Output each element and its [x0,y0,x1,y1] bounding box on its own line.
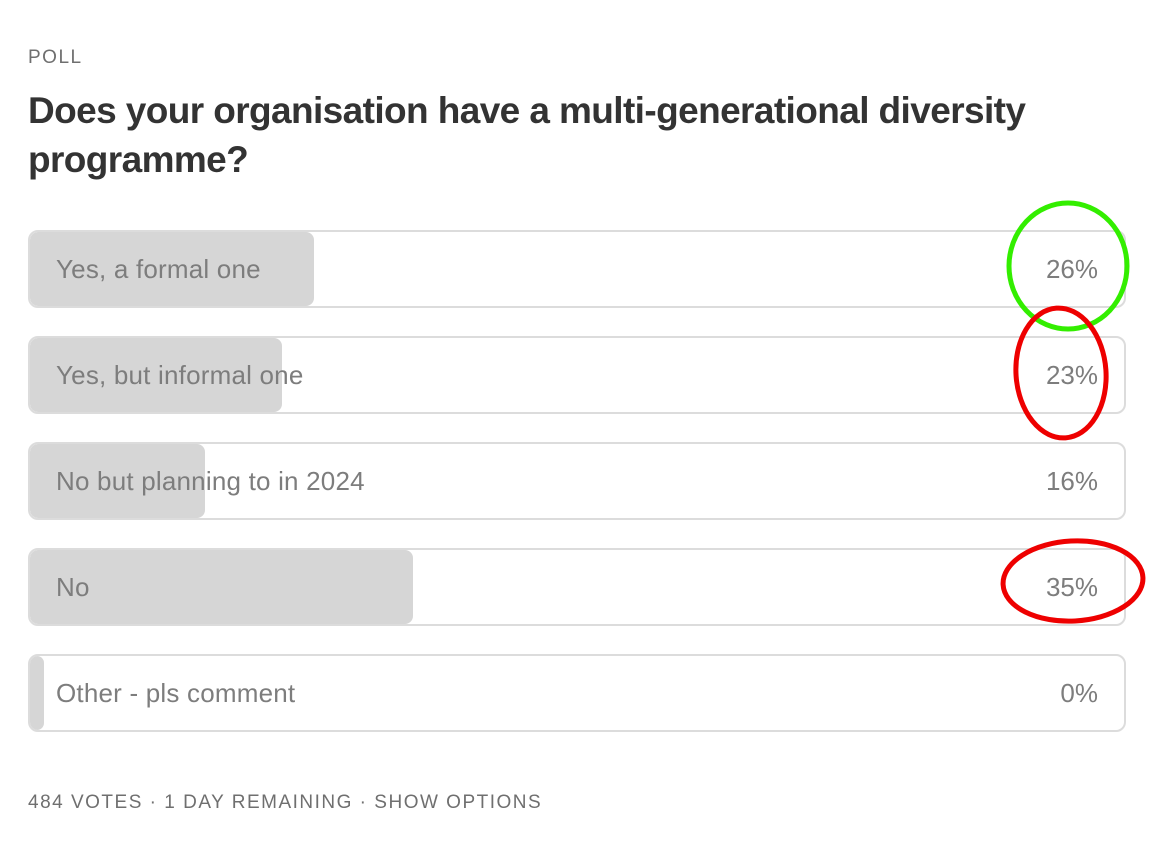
poll-label: POLL [28,47,83,68]
poll-option-bar [30,232,314,306]
vote-count: 484 VOTES [28,792,143,813]
poll-option-label: No but planning to in 2024 [56,466,365,496]
poll-option-bar [30,444,205,518]
poll-option-yes-informal[interactable]: Yes, but informal one 23% [28,336,1126,414]
poll-option-label: Yes, a formal one [56,254,261,284]
poll-option-percent: 35% [1045,572,1098,602]
poll-option-percent: 26% [1045,254,1098,284]
footer-separator: · [352,792,375,813]
footer-separator: · [142,792,165,813]
poll-option-percent: 16% [1045,466,1098,496]
poll-option-percent: 0% [1060,678,1098,708]
poll-option-bar [30,656,44,730]
time-remaining: 1 DAY REMAINING [164,792,353,813]
poll-options: Yes, a formal one 26% Yes, but informal … [28,230,1126,760]
poll-option-no[interactable]: No 35% [28,548,1126,626]
poll-option-label: No [56,572,90,602]
poll-option-bar [30,338,282,412]
poll-question: Does your organisation have a multi-gene… [28,90,1026,180]
poll-option-percent: 23% [1045,360,1098,390]
poll-footer: 484 VOTES · 1 DAY REMAINING · SHOW OPTIO… [28,792,542,814]
poll-option-planning[interactable]: No but planning to in 2024 16% [28,442,1126,520]
poll-option-label: Other - pls comment [56,678,296,708]
poll-option-yes-formal[interactable]: Yes, a formal one 26% [28,230,1126,308]
poll-option-bar [30,550,413,624]
poll-option-label: Yes, but informal one [56,360,304,390]
show-options-link[interactable]: SHOW OPTIONS [374,792,543,813]
poll-option-other[interactable]: Other - pls comment 0% [28,654,1126,732]
